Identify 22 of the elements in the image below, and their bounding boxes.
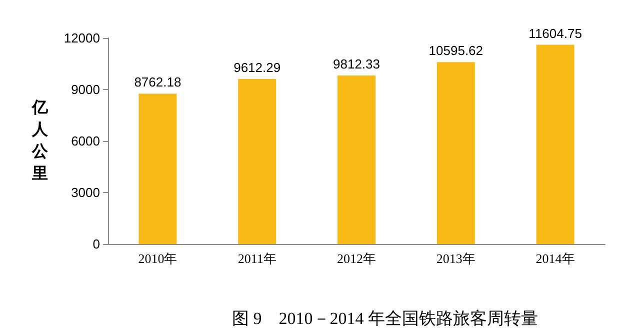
bar	[536, 44, 574, 244]
x-tick-label: 2011年	[238, 251, 276, 266]
y-tick-label: 0	[92, 236, 100, 252]
x-tick-label: 2010年	[138, 251, 178, 266]
data-label: 9612.29	[234, 60, 281, 75]
y-axis-title: 亿人公里	[31, 98, 49, 182]
bar	[138, 94, 177, 244]
y-tick-label: 3000	[71, 185, 100, 200]
y-tick-label: 12000	[64, 30, 100, 46]
y-tick-label: 6000	[71, 134, 100, 148]
text: 图 9 2010－2014 年全国铁路旅客周转量	[232, 309, 538, 328]
x-tick-label: 2014年	[536, 251, 575, 266]
x-tick-label: 2012年	[337, 251, 376, 266]
data-label: 8762.18	[134, 74, 182, 90]
data-label: 11604.75	[528, 26, 582, 41]
bar	[436, 62, 475, 244]
data-label: 10595.62	[428, 43, 484, 58]
bar	[238, 78, 276, 244]
bar	[338, 76, 376, 244]
data-label: 9812.33	[333, 56, 380, 72]
y-tick-label: 9000	[71, 82, 100, 97]
x-tick-label: 2013年	[436, 251, 476, 266]
